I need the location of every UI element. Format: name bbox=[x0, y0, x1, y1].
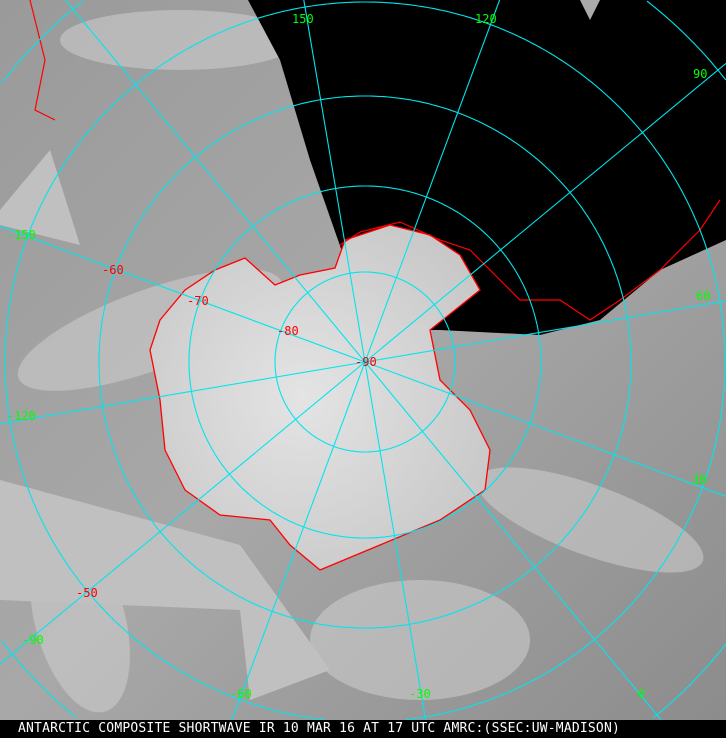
longitude-line bbox=[0, 361, 366, 665]
swath-gap bbox=[0, 480, 330, 700]
longitude-label: 90 bbox=[693, 67, 707, 81]
longitude-label: -120 bbox=[7, 409, 36, 423]
graticule bbox=[0, 0, 726, 720]
longitude-line bbox=[364, 361, 726, 497]
longitude-line bbox=[231, 361, 366, 720]
latitude-circle bbox=[188, 185, 542, 539]
latitude-circle bbox=[274, 271, 456, 453]
latitude-label: -90 bbox=[355, 355, 377, 369]
longitude-label: -90 bbox=[22, 633, 44, 647]
longitude-label: 60 bbox=[696, 289, 710, 303]
longitude-line bbox=[364, 361, 427, 720]
coastline-fragment bbox=[339, 199, 721, 321]
graticule-labels: -90 -80 -70 -60 -50 150 120 90 60 30 0 -30 -60 -90 -12… bbox=[7, 12, 710, 701]
longitude-line bbox=[0, 361, 366, 425]
map-canvas: -90 -80 -70 -60 -50 150 120 90 60 30 0 -30 -60 -90 -12… bbox=[0, 0, 726, 720]
cloud-bands bbox=[17, 10, 704, 713]
longitude-label: 150 bbox=[292, 12, 314, 26]
latitude-label: -80 bbox=[277, 324, 299, 338]
longitude-line bbox=[364, 300, 726, 363]
latitude-circle bbox=[98, 95, 632, 629]
latitude-circle bbox=[1, 0, 726, 719]
image-caption: ANTARCTIC COMPOSITE SHORTWAVE IR 10 MAR … bbox=[0, 720, 726, 738]
longitude-label: 30 bbox=[692, 473, 706, 487]
longitude-label: 120 bbox=[475, 12, 497, 26]
longitude-line bbox=[0, 225, 366, 363]
swath-gap bbox=[0, 150, 80, 245]
longitude-line bbox=[364, 0, 501, 363]
longitude-line bbox=[65, 0, 366, 363]
latitude-label: -60 bbox=[102, 263, 124, 277]
latitude-label: -50 bbox=[76, 586, 98, 600]
longitude-line bbox=[364, 361, 662, 720]
latitude-label: -70 bbox=[187, 294, 209, 308]
longitude-label: -60 bbox=[230, 687, 252, 701]
south-america-coastline bbox=[29, 0, 56, 121]
longitude-label: 0 bbox=[638, 687, 645, 701]
longitude-line bbox=[364, 62, 726, 363]
longitude-line bbox=[303, 0, 366, 363]
longitude-label: -30 bbox=[409, 687, 431, 701]
longitude-label: -150 bbox=[7, 228, 36, 242]
